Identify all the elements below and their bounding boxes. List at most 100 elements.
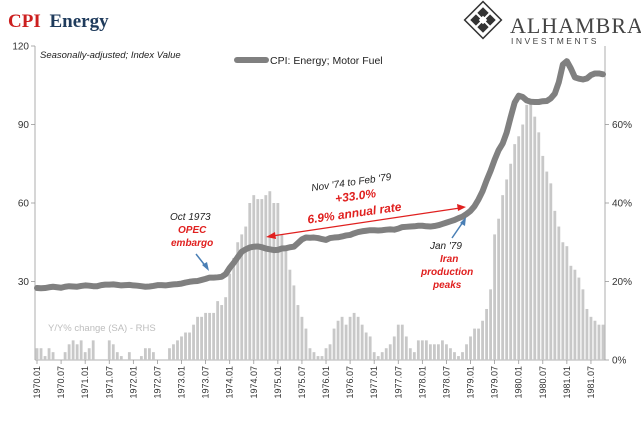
yoy-bar (196, 316, 199, 360)
yoy-bar (292, 285, 296, 360)
yoy-bar (553, 210, 557, 360)
yoy-bar (505, 179, 509, 360)
x-tick-label: 1970.01 (32, 366, 42, 399)
chart-title-cpi: CPI (8, 11, 41, 32)
x-tick-label: 1978.01 (417, 366, 427, 399)
yoy-bar (212, 312, 216, 360)
x-tick-label: 1973.07 (201, 366, 211, 399)
yoy-bar (428, 344, 432, 360)
legend: CPI: Energy; Motor Fuel (234, 55, 383, 67)
x-tick-label: 1976.01 (321, 366, 331, 399)
yoy-bar (143, 348, 147, 360)
yoy-bar (115, 352, 119, 360)
ann-oct73-embargo: embargo (171, 238, 213, 249)
yoy-bar (561, 242, 565, 360)
yoy-bar (392, 336, 396, 360)
yoy-bar (192, 324, 195, 360)
ann-oct73-date: Oct 1973 (170, 212, 211, 223)
brand-sub: INVESTMENTS (511, 36, 599, 46)
yoy-bar (43, 356, 47, 360)
ann-jan79-iran: Iran (440, 254, 458, 265)
x-tick-label: 1971.01 (80, 366, 90, 399)
yoy-bar (300, 316, 304, 360)
yoy-bar (139, 356, 143, 360)
ann-span-line (271, 207, 461, 237)
yoy-bar (469, 336, 472, 360)
yoy-bar (465, 344, 468, 360)
yoy-bar (67, 344, 71, 360)
chart-title-rest: Energy (49, 11, 109, 32)
yoy-bar (380, 352, 384, 360)
y-left-ticks: 30 60 90 120 (12, 42, 35, 288)
yoy-bar (348, 316, 352, 360)
yoy-bar (264, 195, 268, 360)
yoy-bar (272, 203, 276, 360)
ann-jan79-arrow (451, 221, 464, 239)
yoy-bar (597, 324, 601, 360)
yoy-bar (152, 352, 155, 360)
yoy-bar (473, 328, 476, 360)
yoy-bar (224, 297, 228, 360)
yoy-bar (372, 352, 376, 360)
yoy-bar (79, 340, 83, 360)
yoy-bar (332, 328, 336, 360)
chart-title: CPI Energy (8, 11, 109, 32)
yoy-bar (541, 155, 545, 360)
x-tick-label: 1970.07 (56, 366, 66, 399)
yoy-bar (457, 356, 460, 360)
yoy-bar (71, 340, 75, 360)
yoy-bar (481, 320, 484, 360)
legend-label: CPI: Energy; Motor Fuel (270, 55, 383, 67)
chart-subtitle: Seasonally-adjusted; Index Value (40, 50, 181, 61)
y-right-ticks: 0% 20% 40% 60% (605, 120, 632, 367)
yoy-bar (127, 352, 131, 360)
ann-oct73-opec: OPEC (178, 225, 207, 236)
yoy-bar (589, 316, 593, 360)
y-right-tick-label: 60% (612, 120, 632, 131)
yoy-bar (340, 316, 344, 360)
yoy-bar (87, 348, 91, 360)
yoy-bar (557, 226, 561, 360)
yoy-bar (449, 348, 452, 360)
yoy-bar (384, 348, 388, 360)
cpi-line (34, 58, 606, 292)
yoy-bar (489, 289, 493, 360)
x-tick-label: 1978.07 (441, 366, 451, 399)
yoy-bar (533, 116, 537, 361)
yoy-bar (396, 324, 400, 360)
y-left-tick-label: 30 (18, 277, 30, 288)
yoy-bar (180, 336, 183, 360)
yoy-bar (276, 203, 280, 360)
x-tick-label: 1976.07 (345, 366, 355, 399)
yoy-bar (545, 171, 549, 360)
yoy-bar (356, 316, 360, 360)
x-tick-label: 1980.01 (514, 366, 524, 399)
y-left-tick-label: 90 (18, 120, 30, 131)
annotation-jan-1979: Jan '79 Iran production peaks (420, 217, 473, 291)
yoy-bar (204, 312, 208, 360)
yoy-bar (360, 324, 364, 360)
arrow-head-icon (202, 262, 209, 271)
yoy-bar (400, 324, 404, 360)
x-tick-label: 1975.07 (297, 366, 307, 399)
yoy-bar (601, 324, 605, 360)
alhambra-logo-icon (463, 0, 503, 40)
yoy-bar (344, 324, 348, 360)
yoy-bar (404, 336, 408, 360)
yoy-bar (324, 348, 328, 360)
yoy-bar (280, 234, 284, 360)
yoy-bar (308, 348, 312, 360)
yoy-bar (35, 348, 39, 360)
yoy-bar (228, 273, 232, 360)
yoy-bar (336, 320, 340, 360)
yoy-bar (172, 344, 175, 360)
yoy-bar (216, 301, 220, 360)
yoy-bar (220, 305, 224, 360)
yoy-bar (453, 352, 456, 360)
yoy-bar (509, 163, 513, 360)
yoy-bar (236, 242, 240, 360)
yoy-bar (304, 328, 308, 360)
yoy-bar (364, 332, 368, 360)
yoy-bar (525, 104, 529, 360)
x-tick-label: 1972.01 (128, 366, 138, 399)
